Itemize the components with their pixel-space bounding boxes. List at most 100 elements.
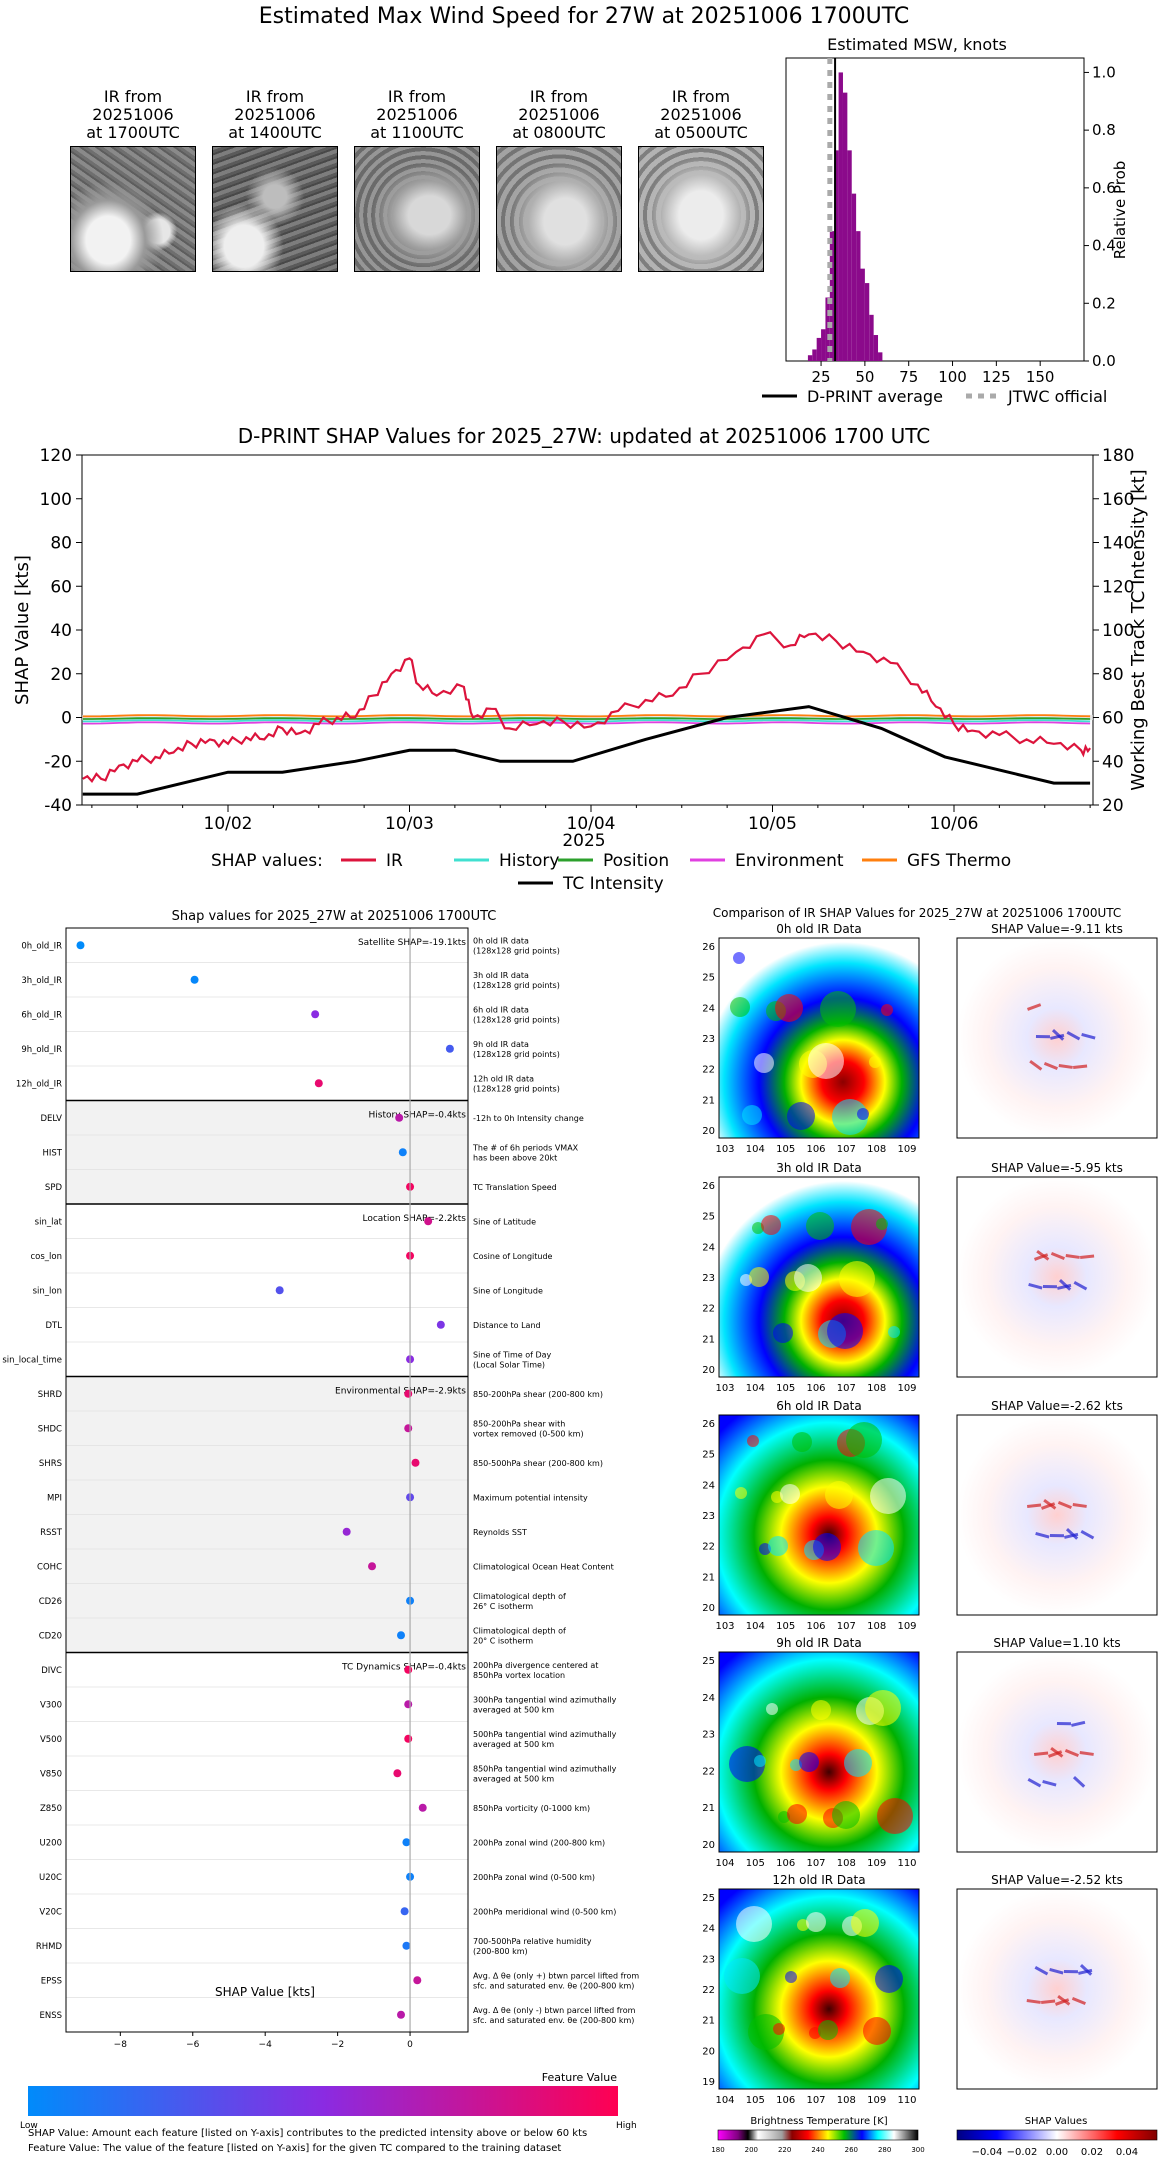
ir-lon-tick-label: 108 <box>867 1621 886 1632</box>
ir-cloud-blob <box>857 1108 869 1120</box>
histogram-y-tick-label: 0.8 <box>1092 121 1116 139</box>
shap-streak <box>1035 1532 1050 1539</box>
ir-lon-tick-label: 105 <box>776 1144 795 1155</box>
ir-thumbnail: IR from 20251006 at 1100UTC <box>342 88 492 272</box>
footnote-feature: Feature Value: The value of the feature … <box>28 2143 561 2154</box>
environment-line <box>82 721 1091 725</box>
histogram-x-tick-label: 100 <box>938 368 967 386</box>
gfs-thermo-line <box>82 714 1091 718</box>
ir-lat-tick-label: 22 <box>702 1065 715 1076</box>
feature-description: 500hPa tangential wind azimuthally <box>473 1730 617 1739</box>
bt-tick-label: 220 <box>778 2146 791 2154</box>
feature-description: Sine of Time of Day <box>473 1350 552 1359</box>
feature-shap-dot <box>342 1527 351 1536</box>
feature-name: 9h_old_IR <box>21 1045 62 1055</box>
ir-lon-tick-label: 108 <box>867 1144 886 1155</box>
timeseries-title: D-PRINT SHAP Values for 2025_27W: update… <box>238 424 930 448</box>
y-tick-label: 40 <box>50 621 72 641</box>
group-label: Satellite SHAP=-19.1kts <box>358 938 466 948</box>
ir-cloud-blob <box>877 1798 913 1834</box>
y2-tick-label: 180 <box>1102 446 1134 466</box>
legend-jtwc-label: JTWC official <box>1007 387 1107 406</box>
feature-name: DIVC <box>41 1666 62 1676</box>
histogram-bar <box>838 72 843 361</box>
ir-lon-tick-label: 104 <box>746 1621 765 1632</box>
feature-description: averaged at 500 km <box>473 1774 554 1783</box>
ir-lat-tick-label: 20 <box>702 1603 715 1614</box>
ir-cloud-blob <box>870 1478 906 1514</box>
feature-description: Avg. Δ θe (only +) btwn parcel lifted fr… <box>473 1971 639 1980</box>
main-title: Estimated Max Wind Speed for 27W at 2025… <box>258 4 910 29</box>
feature-shap-dot <box>368 1562 377 1571</box>
feature-name: CD26 <box>39 1597 62 1607</box>
feature-shap-dot <box>404 1424 413 1433</box>
feature-shap-dot <box>445 1044 454 1053</box>
feature-description: 200hPa zonal wind (0-500 km) <box>473 1873 595 1882</box>
feature-name: U20C <box>39 1873 62 1883</box>
feature-shap-dot <box>402 1838 411 1847</box>
ir-cloud-blob <box>773 2023 785 2035</box>
ir-thumbnail-image <box>70 146 196 272</box>
ir-lat-tick-label: 25 <box>702 1656 715 1667</box>
ir-lat-tick-label: 25 <box>702 1893 715 1904</box>
shap-colorbar-label: SHAP Values <box>1025 2116 1088 2127</box>
histogram-bar <box>825 297 830 361</box>
history-line <box>82 719 1091 723</box>
shap-streak <box>1073 1281 1088 1291</box>
legend-prefix: SHAP values: <box>211 851 323 871</box>
feature-description: (128x128 grid points) <box>473 981 560 990</box>
legend-label: History <box>499 851 559 871</box>
shap-streak <box>1027 1778 1042 1788</box>
shap-colorbar-tick-label: 0.02 <box>1081 2147 1103 2158</box>
ir-lat-tick-label: 20 <box>702 1126 715 1137</box>
shap-streak <box>1049 1968 1064 1975</box>
feature-description: 200hPa zonal wind (200-800 km) <box>473 1838 605 1847</box>
shap-streak <box>1057 1500 1072 1510</box>
shap-streak <box>1079 1751 1094 1756</box>
ir-cloud-blob <box>832 1099 868 1135</box>
ir-lon-tick-label: 109 <box>897 1621 916 1632</box>
ir-thumbnail-image <box>212 146 338 272</box>
feature-description: Cosine of Longitude <box>473 1252 553 1261</box>
ir-cloud-blob <box>865 1690 901 1726</box>
comparison-title: Comparison of IR SHAP Values for 2025_27… <box>713 906 1122 920</box>
shap-streak <box>1034 1966 1049 1976</box>
feature-shap-dot <box>190 975 199 984</box>
ir-lat-tick-label: 24 <box>702 1242 715 1253</box>
ir-cloud-blob <box>827 1313 863 1349</box>
feature-description: (128x128 grid points) <box>473 1015 560 1024</box>
ir-lat-tick-label: 24 <box>702 1003 715 1014</box>
feature-description: 9h old IR data <box>473 1040 529 1049</box>
ir-cloud-blob <box>787 1804 807 1824</box>
bt-colorbar <box>717 2129 919 2141</box>
shap-streak <box>1043 1062 1058 1071</box>
shap-streak <box>1049 1534 1064 1538</box>
feature-description: sfc. and saturated env. θe (200-800 km) <box>473 1981 634 1990</box>
ir-lon-tick-label: 104 <box>715 1858 734 1869</box>
ir-cloud-blob <box>851 1209 887 1245</box>
feature-name: SHDC <box>38 1424 62 1434</box>
feature-shap-dot <box>404 1389 413 1398</box>
bt-tick-label: 240 <box>811 2146 824 2154</box>
ir-panel-image <box>719 938 919 1138</box>
feature-shap-dot <box>397 2010 405 2019</box>
feature-description: has been above 20kt <box>473 1153 557 1162</box>
zero-band <box>82 714 1093 721</box>
bt-tick-label: 200 <box>745 2146 758 2154</box>
feature-shap-dot <box>395 1113 404 1122</box>
feature-name: RSST <box>40 1528 63 1538</box>
shap-streak <box>1081 1033 1096 1040</box>
ir-thumbnail-caption: IR from 20251006 at 1400UTC <box>228 87 322 142</box>
shap-panel-title: SHAP Value=-2.52 kts <box>991 1873 1123 1887</box>
feature-name: V20C <box>39 1907 62 1917</box>
feature-name: V850 <box>40 1769 62 1779</box>
shap-panel-title: SHAP Value=1.10 kts <box>993 1636 1120 1650</box>
ir-cloud-blob <box>754 1053 774 1073</box>
feature-description: averaged at 500 km <box>473 1705 554 1714</box>
histogram-bar <box>864 283 870 361</box>
feature-name: Z850 <box>40 1804 62 1814</box>
feature-description: 200hPa divergence centered at <box>473 1661 598 1670</box>
ir-lat-tick-label: 24 <box>702 1924 715 1935</box>
shap-streak <box>1080 1530 1095 1540</box>
